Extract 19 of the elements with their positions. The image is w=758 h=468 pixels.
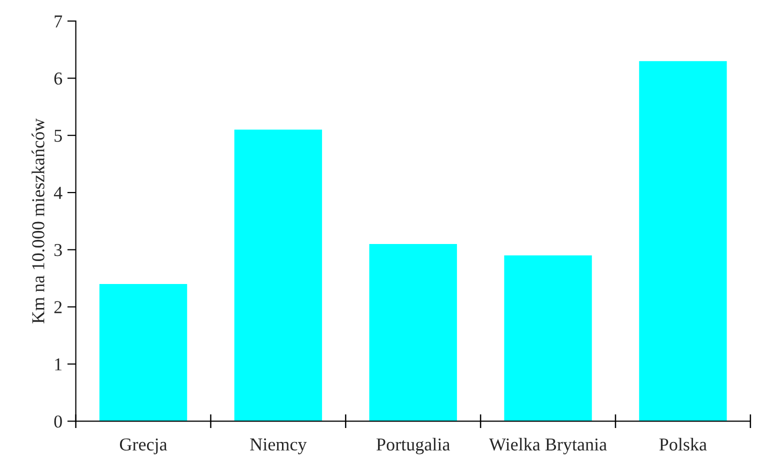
y-tick-label: 1 [55,358,62,370]
bar [234,130,322,422]
y-tick-label: 6 [54,72,62,85]
bar [99,284,188,422]
x-tick-label: Portugalia [376,438,450,454]
y-axis-title: Km na 10.000 mieszkańców [32,118,44,324]
y-tick-label: 7 [54,16,62,28]
y-tick-label: 4 [54,186,62,199]
y-tick-label: 5 [54,130,62,142]
x-tick-label: Wielka Brytania [489,438,607,454]
bar [639,61,727,422]
x-tick-label: Niemcy [250,438,307,454]
y-tick-label: 0 [54,415,62,428]
x-tick-label: Polska [659,438,707,451]
bar [504,255,592,422]
bar [369,244,457,422]
y-tick-label: 3 [54,244,62,256]
y-tick-label: 2 [54,301,62,314]
x-tick-label: Grecja [120,438,168,454]
